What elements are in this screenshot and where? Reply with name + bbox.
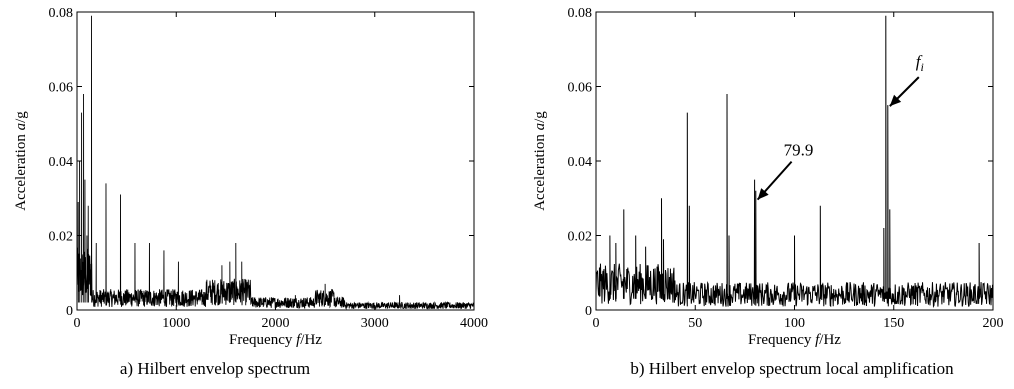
y-tick-label: 0.04 [568, 155, 593, 170]
x-tick-label: 200 [983, 316, 1004, 331]
y-axis-label: Acceleration a/g [532, 111, 548, 211]
x-tick-label: 0 [74, 316, 81, 331]
y-tick-label: 0.04 [49, 155, 74, 170]
x-tick-label: 150 [883, 316, 904, 331]
x-axis-label: Frequency f/Hz [229, 332, 322, 348]
x-tick-label: 4000 [460, 316, 488, 331]
y-tick-label: 0.08 [568, 6, 593, 21]
x-tick-label: 0 [593, 316, 600, 331]
annotation-arrow-head [889, 94, 902, 107]
x-tick-label: 50 [688, 316, 702, 331]
x-tick-label: 100 [784, 316, 805, 331]
x-tick-label: 2000 [262, 316, 290, 331]
chart-caption: a) Hilbert envelop spectrum [120, 359, 310, 378]
chart-b: 0 50 100 150 200 0 0.02 0.04 0.06 0.08 Frequency f… [532, 6, 1004, 378]
y-tick-label: 0.06 [49, 81, 74, 96]
x-axis-label: Frequency f/Hz [748, 332, 841, 348]
annotation-arrow-head [757, 188, 769, 200]
y-tick-label: 0.06 [568, 81, 593, 96]
x-tick-label: 1000 [162, 316, 190, 331]
y-tick-label: 0.02 [49, 230, 74, 245]
y-tick-label: 0 [66, 304, 73, 319]
plot-frame [76, 11, 475, 311]
y-tick-label: 0.02 [568, 230, 593, 245]
y-tick-label: 0.08 [49, 6, 74, 21]
y-axis-label: Acceleration a/g [13, 111, 29, 211]
annotation-fi: fi [916, 52, 924, 74]
annotation-79-9: 79.9 [784, 141, 814, 160]
series-line [595, 15, 994, 308]
chart-caption: b) Hilbert envelop spectrum local amplif… [630, 359, 954, 378]
y-tick-label: 0 [585, 304, 592, 319]
chart-a: 0 1000 2000 3000 4000 0 0.02 0.04 0.06 0.08 Freque… [13, 6, 488, 378]
x-tick-label: 3000 [361, 316, 389, 331]
series-line [76, 15, 475, 310]
